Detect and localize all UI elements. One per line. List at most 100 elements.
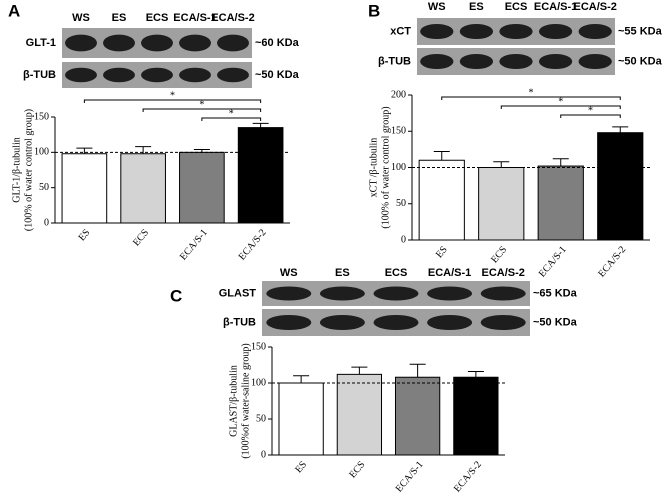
blot-band (65, 34, 97, 52)
blot-size-label: ~60 KDa (255, 37, 300, 49)
blot-band (578, 53, 612, 70)
bar (597, 132, 644, 241)
y-tick-label: 50 (39, 182, 49, 193)
lane-label: WS (280, 267, 298, 279)
x-tick-label: ECS (131, 227, 151, 248)
bar (418, 159, 465, 241)
blot-band (266, 286, 312, 301)
significance-bracket (441, 96, 621, 100)
bar (394, 376, 441, 456)
blot-band (373, 314, 419, 331)
x-tick-label: ES (434, 244, 450, 260)
x-tick-label: ECS (347, 459, 367, 480)
bar (453, 376, 499, 456)
blot-band (179, 34, 211, 52)
blot-band (217, 67, 249, 83)
blot-band (141, 34, 173, 52)
blot-band (499, 23, 533, 40)
blot-band (480, 286, 526, 301)
blot-band (459, 23, 494, 40)
y-tick-label: 100 (34, 147, 49, 158)
x-tick-label: ECA/S-2 (452, 459, 484, 493)
blot-band (141, 67, 173, 83)
significance-bracket (560, 114, 621, 118)
bar (237, 127, 284, 224)
lane-label: WS (428, 1, 446, 13)
y-tick-label: 0 (261, 449, 266, 460)
lane-label: ECS (505, 1, 528, 13)
y-tick-label: 50 (256, 413, 266, 424)
significance-label: * (229, 108, 234, 119)
panel-label: B (368, 1, 380, 20)
y-tick-label: 150 (251, 341, 266, 352)
blot-band (103, 67, 135, 83)
blot-row-label: β-TUB (223, 316, 256, 328)
blot-band (420, 53, 454, 70)
lane-label: ES (469, 1, 484, 13)
bar (336, 373, 383, 456)
y-tick-label: 200 (391, 89, 406, 100)
significance-bracket (142, 108, 262, 112)
blot-band (179, 67, 211, 83)
blot-band (538, 23, 573, 40)
significance-label: * (588, 105, 593, 116)
blot-band (266, 314, 312, 331)
blot-row-label: β-TUB (23, 69, 56, 81)
y-axis-title: (100% of water control group) (380, 106, 391, 228)
x-tick-label: ECA/S-2 (237, 227, 269, 262)
lane-label: WS (72, 12, 90, 24)
blot-size-label: ~55 KDa (618, 25, 663, 37)
y-axis-title: (100%of water-saline group) (240, 343, 251, 458)
x-tick-label: ECA/S-1 (178, 227, 210, 262)
blot-band (578, 23, 612, 40)
blot-band (459, 53, 494, 70)
y-axis-title: GLAST/β-tubulin (228, 365, 239, 437)
y-axis-title: GLT-1/β-tubulin (11, 137, 22, 202)
blot-size-label: ~50 KDa (533, 316, 578, 328)
x-tick-label: ECS (489, 244, 509, 265)
significance-label: * (529, 87, 534, 98)
significance-bracket (201, 117, 262, 121)
blot-band (65, 67, 97, 83)
lane-label: ECS (146, 12, 169, 24)
blot-row-label: GLAST (219, 287, 257, 299)
lane-label: ES (335, 267, 350, 279)
bar (179, 151, 225, 224)
blot-band (420, 23, 454, 40)
bar (478, 167, 525, 241)
lane-label: ES (112, 12, 127, 24)
significance-label: * (558, 96, 563, 107)
lane-label: ECA/S-2 (211, 12, 254, 24)
blot-band (427, 314, 473, 331)
bar (120, 153, 166, 224)
bar (537, 165, 584, 241)
blot-band (319, 314, 365, 331)
significance-label: * (170, 90, 175, 101)
y-tick-label: 0 (401, 234, 406, 245)
blot-band (480, 314, 526, 331)
y-tick-label: 0 (44, 217, 49, 228)
blot-size-label: ~65 KDa (533, 287, 578, 299)
blot-band (538, 53, 573, 70)
y-tick-label: 100 (391, 162, 406, 173)
y-tick-label: 50 (396, 198, 406, 209)
blot-row-label: GLT-1 (26, 37, 56, 49)
blot-size-label: ~50 KDa (618, 55, 663, 67)
lane-label: ECA/S-1 (428, 267, 471, 279)
y-axis-title: (100% of water control group) (23, 109, 34, 231)
blot-band (217, 34, 249, 52)
lane-label: ECA/S-1 (173, 12, 216, 24)
y-axis-title: xCT /β-tubulin (368, 138, 379, 198)
x-tick-label: ECA/S-1 (394, 459, 426, 493)
blot-band (319, 286, 365, 301)
y-tick-label: 150 (34, 111, 49, 122)
panel-label: C (170, 286, 182, 305)
blot-row-label: β-TUB (378, 55, 411, 67)
x-tick-label: ECA/S-1 (537, 244, 569, 279)
blot-band (499, 53, 533, 70)
lane-label: ECA/S-2 (481, 267, 524, 279)
lane-label: ECA/S-2 (573, 1, 616, 13)
y-tick-label: 100 (251, 377, 266, 388)
bar (61, 153, 108, 224)
blot-row-label: xCT (390, 25, 411, 37)
